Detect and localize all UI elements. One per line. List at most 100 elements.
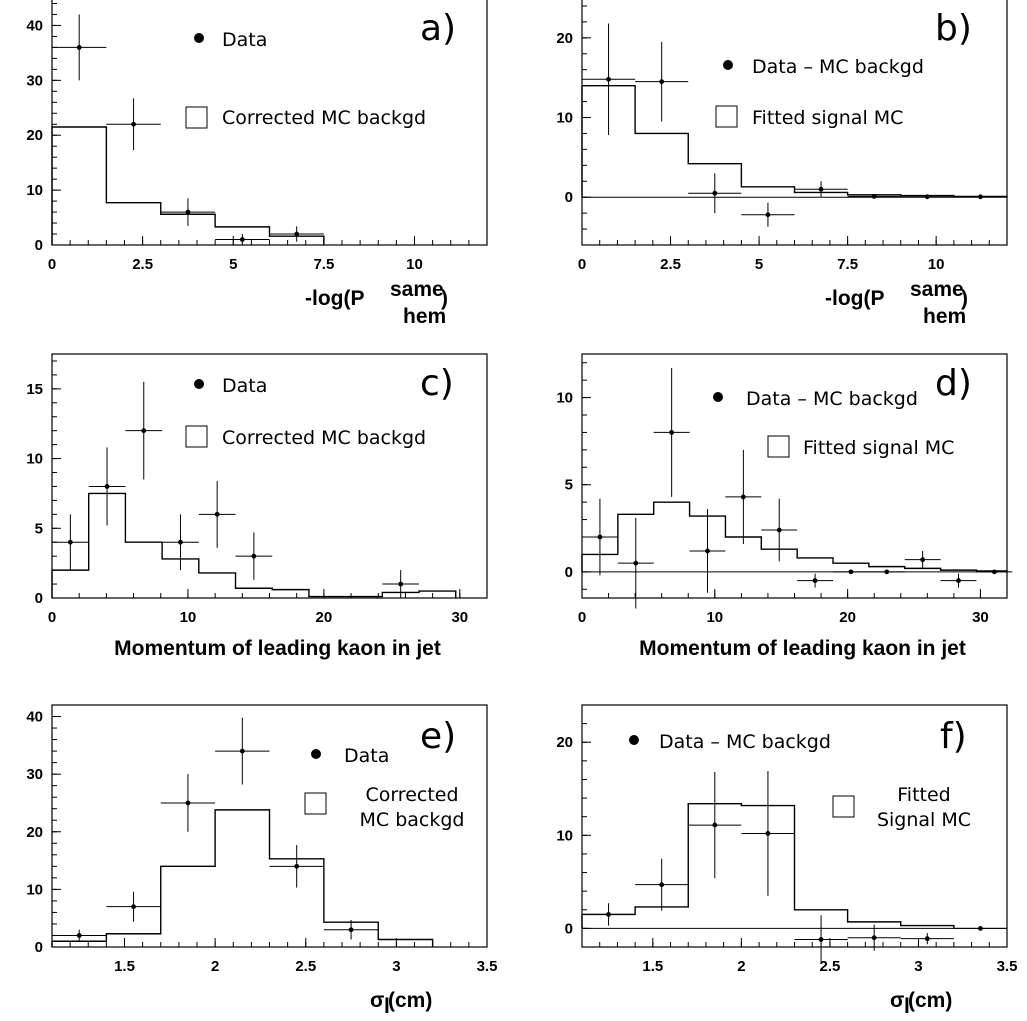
data-marker xyxy=(294,863,300,869)
x-axis-label-close: ) xyxy=(961,287,968,310)
data-point xyxy=(794,915,848,964)
legend-data-marker xyxy=(311,749,321,759)
data-marker xyxy=(765,831,771,836)
data-point xyxy=(741,202,795,227)
panel-tag: c) xyxy=(420,363,454,404)
data-point xyxy=(106,891,161,922)
panel-tag: e) xyxy=(420,716,456,757)
data-marker xyxy=(776,527,782,533)
legend-hist-label: Corrected xyxy=(365,784,458,806)
data-marker xyxy=(597,534,603,540)
y-tick-label: 10 xyxy=(556,110,573,127)
data-marker xyxy=(606,76,611,82)
legend-hist-swatch xyxy=(185,425,208,448)
x-axis-label-subscript: hem xyxy=(923,305,966,328)
histogram-series xyxy=(51,492,457,598)
data-point xyxy=(160,198,216,226)
legend-hist-swatch xyxy=(832,795,855,818)
data-marker xyxy=(185,800,191,806)
x-tick-label: 0 xyxy=(578,609,586,626)
x-tick-label: 5 xyxy=(229,256,237,273)
histogram-series xyxy=(51,126,325,245)
data-point xyxy=(582,903,636,926)
data-marker xyxy=(251,553,257,559)
data-marker xyxy=(294,231,300,237)
x-tick-label: 3 xyxy=(392,958,400,975)
legend-hist-label: Corrected MC backgd xyxy=(222,427,426,449)
panel-tag: d) xyxy=(935,363,972,404)
data-marker xyxy=(920,557,926,563)
legend-hist-swatch xyxy=(767,435,790,458)
data-point xyxy=(900,933,954,945)
x-tick-label: 2 xyxy=(737,958,745,975)
data-marker xyxy=(67,539,73,545)
y-tick-label: 0 xyxy=(565,189,573,206)
data-point xyxy=(617,517,654,609)
data-point xyxy=(382,570,420,598)
x-axis-label-unit: (cm) xyxy=(908,989,952,1012)
data-point xyxy=(52,929,107,942)
y-tick-label: 0 xyxy=(565,920,573,937)
data-marker xyxy=(956,578,961,583)
data-marker xyxy=(818,186,824,192)
data-marker xyxy=(978,194,983,200)
data-point xyxy=(688,173,742,214)
data-marker xyxy=(239,748,245,754)
y-tick-label: 10 xyxy=(26,451,43,468)
x-tick-label: 10 xyxy=(180,609,197,626)
data-point xyxy=(689,509,726,593)
y-tick-label: 0 xyxy=(565,564,573,581)
data-point xyxy=(847,193,901,199)
data-point xyxy=(52,514,89,571)
x-tick-label: 7.5 xyxy=(837,256,858,273)
data-marker xyxy=(398,581,404,587)
data-point xyxy=(635,41,689,122)
y-tick-label: 40 xyxy=(26,709,43,726)
data-marker xyxy=(659,79,665,85)
data-marker xyxy=(76,933,82,938)
x-tick-label: 2.5 xyxy=(819,958,840,975)
panel-f: 0 10 20 1.5 2 2.5 3 3.5 f) Data – MC backgd Fitted… xyxy=(556,704,1018,1018)
data-point xyxy=(106,98,161,151)
x-axis-label-superscript: same xyxy=(390,278,444,301)
data-point xyxy=(904,550,941,569)
data-marker xyxy=(848,569,854,575)
data-point xyxy=(125,381,163,480)
data-point xyxy=(215,717,270,785)
data-marker xyxy=(818,937,824,942)
data-point xyxy=(940,573,977,588)
legend-data-label: Data xyxy=(344,745,389,767)
data-marker xyxy=(812,578,818,583)
data-marker xyxy=(214,511,220,517)
y-tick-label: 20 xyxy=(26,824,43,841)
x-tick-label: 3 xyxy=(914,958,922,975)
data-point xyxy=(88,447,126,526)
data-marker xyxy=(705,548,710,554)
x-tick-label: 5 xyxy=(755,256,763,273)
legend-hist-label: Fitted xyxy=(897,784,950,806)
x-tick-label: 30 xyxy=(972,609,989,626)
data-point xyxy=(797,573,834,588)
legend-hist-swatch xyxy=(715,105,738,128)
panel-tag: a) xyxy=(420,8,456,49)
data-marker xyxy=(765,212,771,218)
data-marker xyxy=(991,569,997,575)
legend-hist-swatch xyxy=(185,106,208,129)
x-tick-label: 3.5 xyxy=(997,958,1018,975)
data-marker xyxy=(633,560,639,566)
x-axis-label-sigma: σ xyxy=(370,989,384,1012)
x-axis-label: Momentum of leading kaon in jet xyxy=(639,637,966,660)
data-point xyxy=(953,194,1007,200)
x-tick-label: 2.5 xyxy=(132,256,153,273)
histogram-series xyxy=(51,809,434,947)
data-point xyxy=(52,14,107,81)
panel-tag: f) xyxy=(940,716,967,757)
data-point xyxy=(582,23,636,136)
data-point xyxy=(269,845,324,888)
x-axis-label: -log(P xyxy=(305,287,364,310)
x-tick-label: 2 xyxy=(211,958,219,975)
data-point xyxy=(198,480,236,548)
x-tick-label: 3.5 xyxy=(477,958,498,975)
data-marker xyxy=(606,912,611,917)
